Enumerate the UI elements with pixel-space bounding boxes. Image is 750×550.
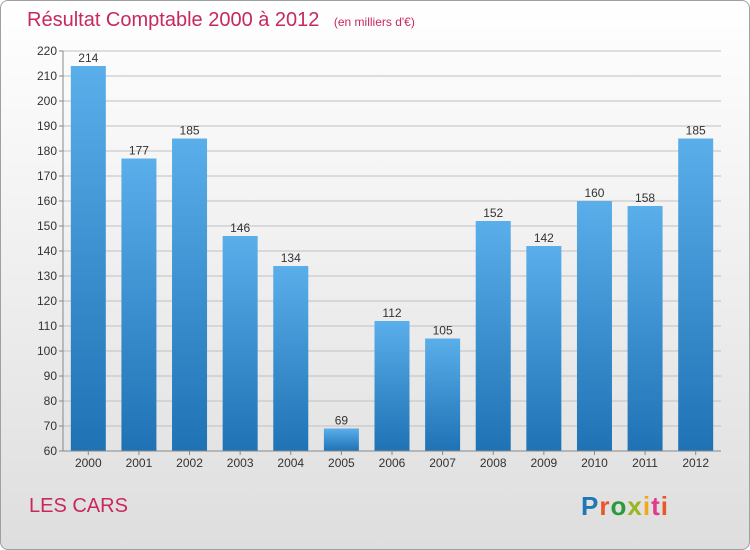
data-label: 158	[635, 191, 655, 205]
x-tick-label: 2003	[227, 456, 254, 470]
logo-letter: P	[581, 491, 600, 521]
y-tick-label: 120	[37, 294, 57, 308]
data-label: 69	[335, 414, 349, 428]
x-tick-label: 2001	[126, 456, 153, 470]
x-tick-label: 2006	[379, 456, 406, 470]
y-tick-label: 90	[44, 369, 58, 383]
bar	[678, 138, 714, 451]
y-tick-label: 110	[38, 319, 57, 333]
bar	[627, 206, 663, 451]
data-label: 177	[129, 144, 149, 158]
x-tick-label: 2012	[682, 456, 709, 470]
bar	[475, 221, 511, 451]
logo-letter: i	[642, 491, 652, 521]
title-row: Résultat Comptable 2000 à 2012 (en milli…	[27, 9, 415, 32]
logo-letter: r	[599, 491, 611, 521]
bar	[323, 428, 359, 451]
x-tick-label: 2010	[581, 456, 608, 470]
town-name: LES CARS	[29, 495, 128, 517]
x-axis-ticks: 2000 2001 2002 2003 2004 2005 2006 2007 2008 2009…	[63, 450, 721, 470]
data-label: 152	[483, 206, 503, 220]
y-tick-label: 200	[37, 94, 57, 108]
proxiti-logo[interactable]: Proxiti	[581, 491, 669, 522]
chart-title: Résultat Comptable 2000 à 2012	[27, 9, 320, 31]
data-label: 160	[584, 186, 604, 200]
bar	[273, 266, 309, 451]
bar	[222, 236, 258, 451]
y-tick-label: 180	[37, 144, 57, 158]
logo-letter: x	[627, 491, 643, 521]
bar	[70, 66, 106, 451]
y-tick-label: 160	[37, 194, 57, 208]
logo-letter: o	[610, 491, 628, 521]
data-label: 146	[230, 221, 250, 235]
y-axis-ticks: 60 70 80 90 100 110 120 130 140 150 160 170 180 190 20…	[37, 44, 64, 458]
logo-letter: t	[651, 491, 661, 521]
data-label: 185	[180, 124, 200, 138]
bars	[70, 66, 714, 451]
bar	[576, 201, 612, 451]
x-tick-label: 2002	[176, 456, 203, 470]
bar	[526, 246, 562, 451]
y-tick-label: 150	[37, 219, 57, 233]
y-tick-label: 60	[44, 444, 58, 458]
y-tick-label: 80	[44, 394, 58, 408]
x-tick-label: 2000	[75, 456, 102, 470]
y-tick-label: 220	[37, 44, 57, 58]
bar	[374, 321, 410, 451]
y-tick-label: 70	[44, 419, 58, 433]
y-tick-label: 210	[37, 69, 57, 83]
data-labels: 214 177 185 146 134 69 112 105 152 142 160 158 185	[78, 51, 706, 428]
y-tick-label: 140	[37, 244, 57, 258]
bar	[172, 138, 208, 451]
x-tick-label: 2007	[429, 456, 456, 470]
data-label: 105	[433, 324, 453, 338]
x-tick-label: 2008	[480, 456, 507, 470]
x-tick-label: 2011	[632, 456, 658, 470]
data-label: 185	[686, 124, 706, 138]
x-tick-label: 2005	[328, 456, 355, 470]
data-label: 142	[534, 231, 554, 245]
x-tick-label: 2009	[530, 456, 557, 470]
chart-subtitle: (en milliers d'€)	[333, 15, 415, 29]
x-tick-label: 2004	[277, 456, 304, 470]
bar	[425, 338, 461, 451]
bar	[121, 158, 157, 451]
data-label: 214	[78, 51, 98, 65]
y-tick-label: 130	[37, 269, 57, 283]
y-tick-label: 170	[37, 169, 57, 183]
data-label: 112	[382, 306, 401, 320]
y-tick-label: 100	[37, 344, 57, 358]
y-tick-label: 190	[37, 119, 57, 133]
logo-letter: i	[660, 491, 669, 521]
data-label: 134	[281, 251, 301, 265]
